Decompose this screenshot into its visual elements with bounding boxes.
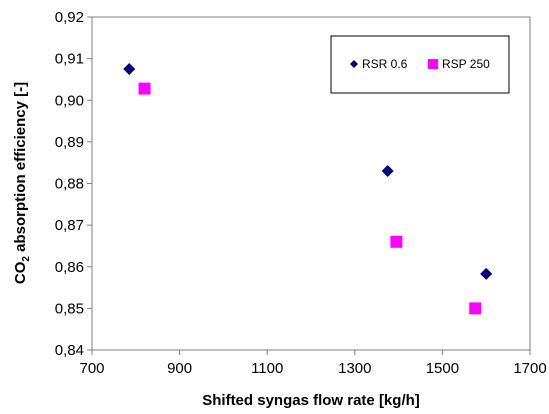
y-tick-label: 0,91 [55,51,84,68]
data-point-series-2-3 [469,302,482,315]
data-point-series-2-1 [138,82,151,95]
y-tick-label: 0,85 [55,300,84,317]
y-axis-ticks: 0,84 0,85 0,86 0,87 0,88 0,89 0,90 0,91 0,92 [55,9,92,359]
legend-label-series-2: RSP 250 [442,57,490,71]
y-tick-label: 0,92 [55,9,84,26]
legend-box [330,35,510,94]
x-tick-label: 1100 [251,360,283,377]
y-tick-label: 0,87 [55,217,84,234]
y-tick-label: 0,90 [55,92,84,109]
legend-label-series-1: RSR 0.6 [362,57,408,71]
data-point-series-1-2 [381,165,394,178]
x-tick-label: 1300 [338,360,371,377]
x-tick-label: 1700 [513,360,546,377]
data-point-series-2-2 [390,235,403,248]
y-tick-label: 0,86 [55,259,84,276]
legend: RSR 0.6 RSP 250 [330,35,510,94]
legend-diamond-marker [350,60,358,68]
y-axis-title: CO2 absorption efficiency [-] [12,82,32,284]
legend-square-marker [428,59,438,69]
x-tick-label: 700 [79,360,104,377]
y-tick-label: 0,88 [55,176,84,193]
x-tick-label: 1500 [426,360,459,377]
y-tick-label: 0,84 [55,342,84,359]
y-tick-label: 0,89 [55,134,84,151]
x-tick-label: 900 [167,360,192,377]
data-point-series-1-3 [480,267,493,280]
x-axis-title: Shifted syngas flow rate [kg/h] [202,392,420,409]
data-point-series-1-1 [123,63,136,76]
data-points [123,63,493,315]
x-axis-ticks: 700 900 1100 1300 1500 1700 [79,350,547,377]
